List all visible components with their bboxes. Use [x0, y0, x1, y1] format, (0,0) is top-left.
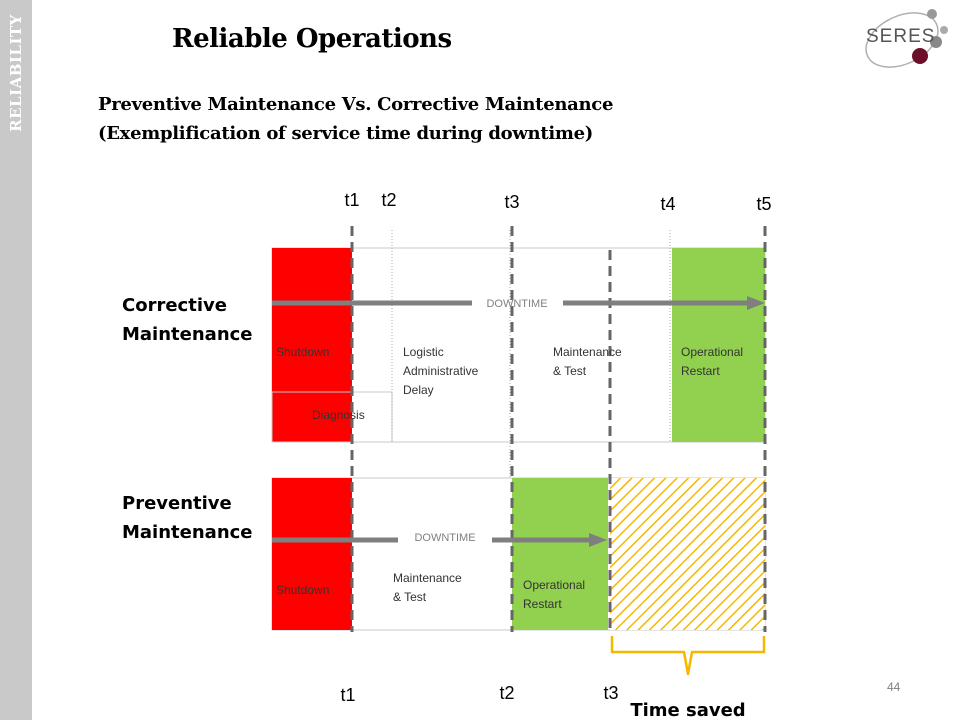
sidebar: RELIABILITY: [0, 0, 32, 720]
preventive-maint-label-1: Maintenance: [393, 571, 462, 585]
page-title: Reliable Operations: [172, 24, 452, 54]
time-saved-brace: [610, 636, 766, 676]
logistic-label-2: Administrative: [403, 364, 479, 378]
preventive-label-1: Preventive: [122, 493, 232, 514]
diagnosis-label: Diagnosis: [312, 408, 365, 422]
corrective-shutdown-label: Shutdown: [276, 345, 329, 359]
corrective-downtime-label: DOWNTIME: [486, 298, 547, 310]
preventive-arrow-head: [589, 533, 607, 547]
preventive-label-2: Maintenance: [122, 522, 253, 543]
time-saved-hatch: [610, 478, 765, 630]
logo-graphic: [865, 9, 948, 68]
corrective-restart-label-1: Operational: [681, 345, 743, 359]
corrective-label-1: Corrective: [122, 295, 227, 316]
top-t3-label: t3: [504, 192, 519, 212]
preventive-shutdown-block: [272, 478, 352, 630]
logistic-label-1: Logistic: [403, 345, 444, 359]
bottom-t1-label: t1: [340, 685, 355, 705]
page-number: 44: [887, 680, 901, 694]
corrective-arrow-head: [747, 296, 765, 310]
corrective-maint-label-2: & Test: [553, 364, 587, 378]
bottom-t2-label: t2: [499, 683, 514, 703]
bottom-t3-label: t3: [603, 683, 618, 703]
preventive-downtime-label: DOWNTIME: [414, 532, 475, 544]
logistic-label-3: Delay: [403, 383, 434, 397]
preventive-restart-label-2: Restart: [523, 597, 562, 611]
preventive-maint-label-2: & Test: [393, 590, 427, 604]
corrective-restart-block: [672, 248, 765, 442]
corrective-shutdown-block: [272, 248, 352, 442]
top-t2-label: t2: [381, 190, 396, 210]
corrective-maint-label-1: Maintenance: [553, 345, 622, 359]
time-saved-label: Time saved: [630, 700, 745, 720]
top-t4-label: t4: [660, 194, 675, 214]
logo-text: SERES: [866, 26, 936, 47]
corrective-restart-label-2: Restart: [681, 364, 720, 378]
preventive-shutdown-label: Shutdown: [276, 583, 329, 597]
subtitle-line-1: Preventive Maintenance Vs. Corrective Ma…: [98, 94, 614, 115]
top-t5-label: t5: [756, 194, 771, 214]
subtitle-line-2: (Exemplification of service time during …: [98, 123, 593, 144]
top-t1-label: t1: [344, 190, 359, 210]
preventive-restart-label-1: Operational: [523, 578, 585, 592]
preventive-restart-block: [512, 478, 608, 630]
corrective-label-2: Maintenance: [122, 324, 253, 345]
seres-logo: SERES: [860, 4, 952, 74]
